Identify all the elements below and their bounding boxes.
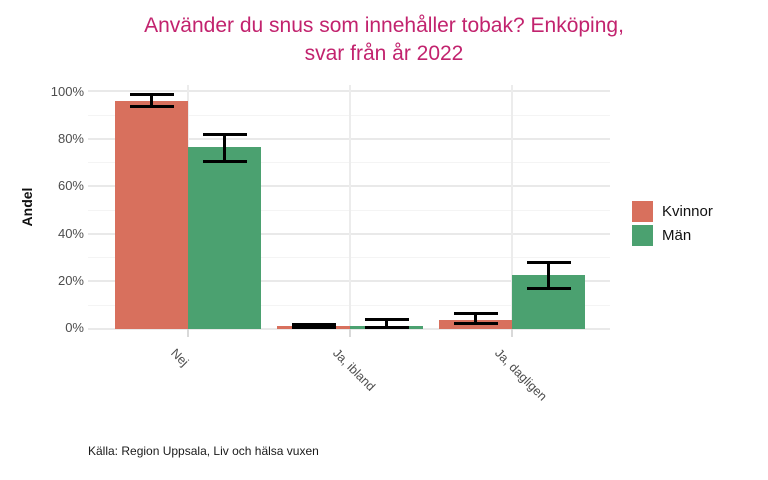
errorbar-cap-low-m-n-ja-ibland	[364, 326, 409, 330]
y-tick-label-40: 40%	[57, 226, 84, 241]
errorbar-line-m-n-nej	[223, 134, 226, 162]
errorbar-cap-high-m-n-nej	[202, 133, 247, 137]
errorbar-line-kvinnor-ja-dagligen	[474, 313, 477, 324]
x-tick-mark-nej	[187, 329, 189, 337]
legend-label-man: Män	[662, 227, 692, 244]
errorbar-line-kvinnor-ja-ibland	[312, 324, 315, 328]
legend-swatch-man	[632, 225, 653, 246]
x-tick-mark-ja-dagligen	[511, 329, 513, 337]
y-tick-label-80: 80%	[57, 131, 84, 146]
errorbar-cap-high-m-n-ja-ibland	[364, 318, 409, 322]
chart-title-line2: svar från år 2022	[304, 42, 464, 65]
errorbar-cap-high-m-n-ja-dagligen	[526, 260, 571, 264]
legend-item-man: Män	[632, 225, 713, 246]
bar-m-n-nej	[188, 146, 261, 329]
errorbar-cap-low-kvinnor-ja-ibland	[291, 326, 336, 330]
gridline-category-ja-ibland	[349, 85, 351, 329]
y-tick-label-100: 100%	[50, 84, 84, 99]
legend-swatch-kvinnor	[632, 201, 653, 222]
errorbar-cap-low-m-n-ja-dagligen	[526, 286, 571, 290]
errorbar-cap-low-kvinnor-ja-dagligen	[453, 322, 498, 326]
legend-label-kvinnor: Kvinnor	[662, 203, 713, 220]
x-tick-mark-ja-ibland	[349, 329, 351, 337]
y-tick-label-20: 20%	[57, 273, 84, 288]
errorbar-line-kvinnor-nej	[150, 94, 153, 107]
legend-item-kvinnor: Kvinnor	[632, 201, 713, 222]
bar-kvinnor-nej	[115, 100, 188, 329]
errorbar-line-m-n-ja-dagligen	[547, 262, 550, 289]
y-tick-label-0: 0%	[65, 320, 84, 335]
gridline-category-ja-dagligen	[511, 85, 513, 329]
errorbar-cap-high-kvinnor-ja-dagligen	[453, 311, 498, 315]
errorbar-cap-low-kvinnor-nej	[129, 104, 174, 108]
errorbar-cap-low-m-n-nej	[202, 159, 247, 163]
chart-title: Använder du snus som innehåller tobak? E…	[0, 12, 768, 68]
source-caption: Källa: Region Uppsala, Liv och hälsa vux…	[88, 444, 319, 458]
errorbar-line-m-n-ja-ibland	[385, 319, 388, 328]
y-tick-label-60: 60%	[57, 178, 84, 193]
chart-title-line1: Använder du snus som innehåller tobak? E…	[144, 14, 624, 37]
errorbar-cap-high-kvinnor-nej	[129, 93, 174, 97]
errorbar-cap-high-kvinnor-ja-ibland	[291, 322, 336, 326]
legend: Kvinnor Män	[632, 201, 713, 249]
